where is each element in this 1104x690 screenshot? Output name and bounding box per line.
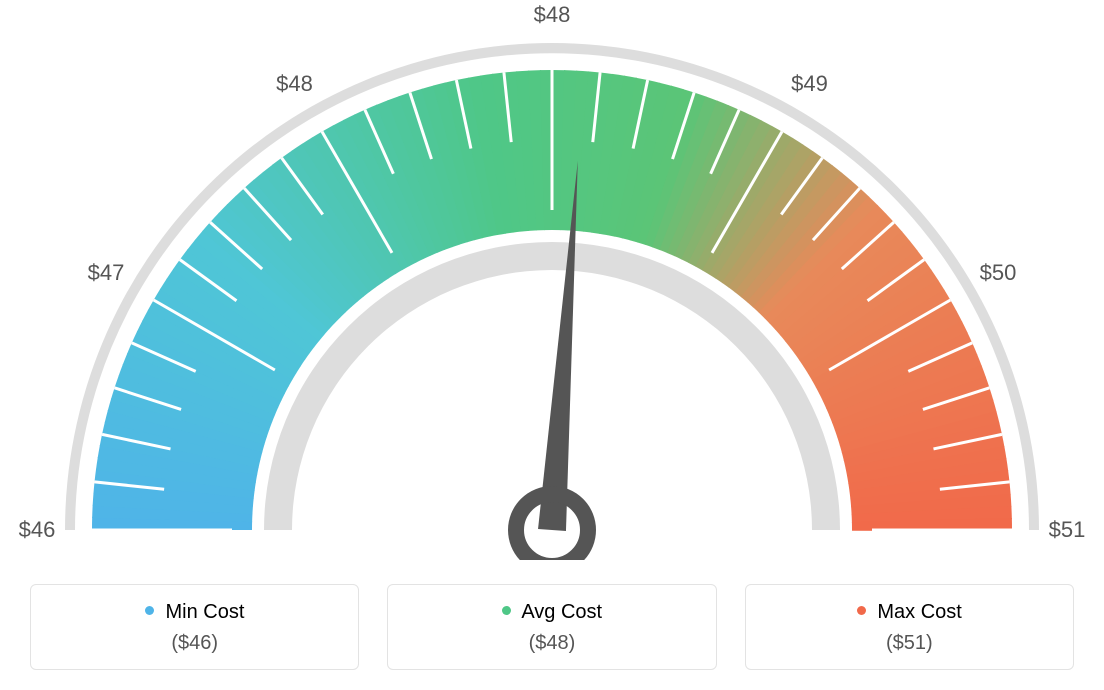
gauge-axis-label: $49 <box>791 71 828 97</box>
min-dot-icon <box>145 606 154 615</box>
legend-card-avg: Avg Cost ($48) <box>387 584 716 670</box>
legend-card-min: Min Cost ($46) <box>30 584 359 670</box>
legend-title-avg: Avg Cost <box>398 601 705 624</box>
legend-row: Min Cost ($46) Avg Cost ($48) Max Cost (… <box>30 584 1074 670</box>
gauge-axis-label: $47 <box>88 260 125 286</box>
legend-value-avg: ($48) <box>398 632 705 655</box>
gauge-chart-container: $46 $47 $48 $48 $49 $50 $51 Min Cost ($46) Avg… <box>0 0 1104 690</box>
gauge-axis-label: $46 <box>19 517 56 543</box>
gauge-area: $46 $47 $48 $48 $49 $50 $51 <box>0 0 1104 560</box>
legend-title-min-text: Min Cost <box>165 601 244 623</box>
gauge-axis-label: $48 <box>276 71 313 97</box>
legend-title-min: Min Cost <box>41 601 348 624</box>
legend-title-max: Max Cost <box>756 601 1063 624</box>
legend-card-max: Max Cost ($51) <box>745 584 1074 670</box>
avg-dot-icon <box>502 606 511 615</box>
gauge-axis-label: $48 <box>534 2 571 28</box>
gauge-axis-label: $51 <box>1049 517 1086 543</box>
gauge-axis-label: $50 <box>980 260 1017 286</box>
legend-value-min: ($46) <box>41 632 348 655</box>
legend-value-max: ($51) <box>756 632 1063 655</box>
legend-title-avg-text: Avg Cost <box>521 601 602 623</box>
gauge-svg <box>0 0 1104 560</box>
max-dot-icon <box>857 606 866 615</box>
legend-title-max-text: Max Cost <box>877 601 961 623</box>
